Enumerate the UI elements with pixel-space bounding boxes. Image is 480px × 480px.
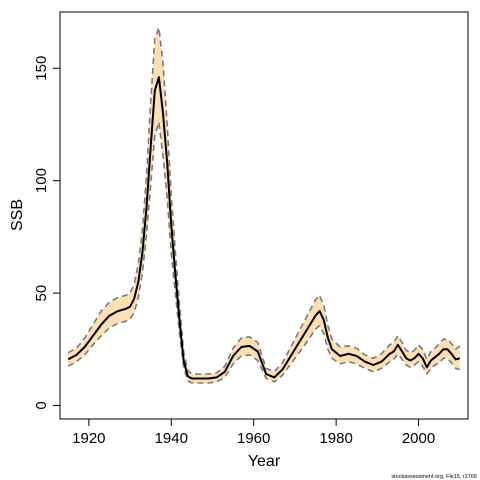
x-axis-title: Year	[248, 453, 281, 470]
footer-credit: stockassessment.org, Fle15, r2766	[391, 474, 477, 480]
ssb-estimate-line	[67, 76, 461, 380]
y-tick-label: 0	[33, 401, 50, 409]
plot-frame	[59, 11, 469, 420]
lower-bound-line	[67, 121, 461, 384]
y-tick-label: 50	[33, 285, 50, 302]
upper-bound-line	[67, 26, 461, 375]
x-tick-label: 1940	[155, 430, 188, 447]
x-tick-label: 2000	[402, 430, 435, 447]
y-tick-label: 150	[33, 56, 50, 81]
confidence-band	[68, 27, 460, 383]
y-tick-label: 100	[33, 168, 50, 193]
x-tick-label: 1960	[237, 430, 270, 447]
x-tick-label: 1980	[319, 430, 352, 447]
x-tick-label: 1920	[72, 430, 105, 447]
y-axis-title: SSB	[9, 199, 26, 231]
